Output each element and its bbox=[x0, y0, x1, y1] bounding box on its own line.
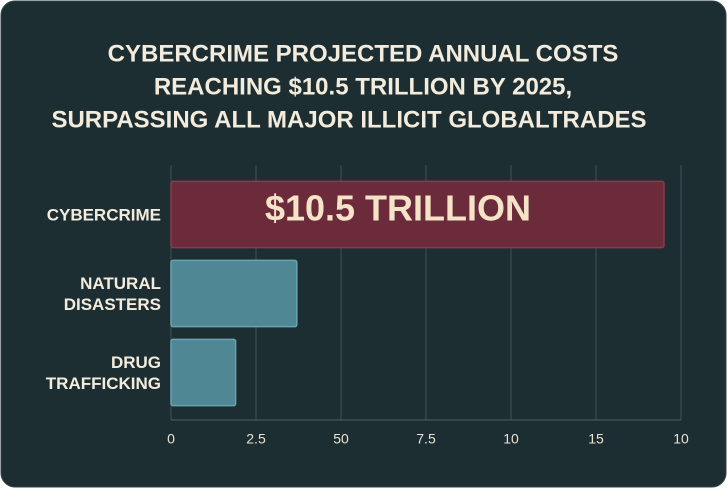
x-tick-label: 2.5 bbox=[246, 431, 266, 447]
x-tick-label: 50 bbox=[333, 431, 349, 447]
x-tick-label: 7.5 bbox=[416, 431, 436, 447]
y-tick-label: NATURAL DISASTERS bbox=[63, 273, 161, 314]
bar bbox=[170, 180, 665, 249]
chart-title: SURPASSING ALL MAJOR ILLICIT GLOBALTRADE… bbox=[51, 106, 646, 133]
bar bbox=[170, 259, 298, 328]
y-tick-label: CYBERCRIME bbox=[46, 205, 161, 224]
x-tick-label: 15 bbox=[588, 431, 604, 447]
bar bbox=[170, 338, 237, 407]
y-tick-label: DRUG TRAFFICKING bbox=[45, 352, 161, 393]
chart-title: CYBERCRIME PROJECTED ANNUAL COSTS bbox=[108, 40, 619, 67]
annotation: $10.5 TRILLION bbox=[265, 188, 531, 229]
x-tick-label: 10 bbox=[673, 431, 689, 447]
x-tick-label: 0 bbox=[167, 431, 175, 447]
x-tick-label: 10 bbox=[503, 431, 519, 447]
chart-title: REACHING $10.5 TRILLION BY 2025, bbox=[154, 73, 572, 100]
